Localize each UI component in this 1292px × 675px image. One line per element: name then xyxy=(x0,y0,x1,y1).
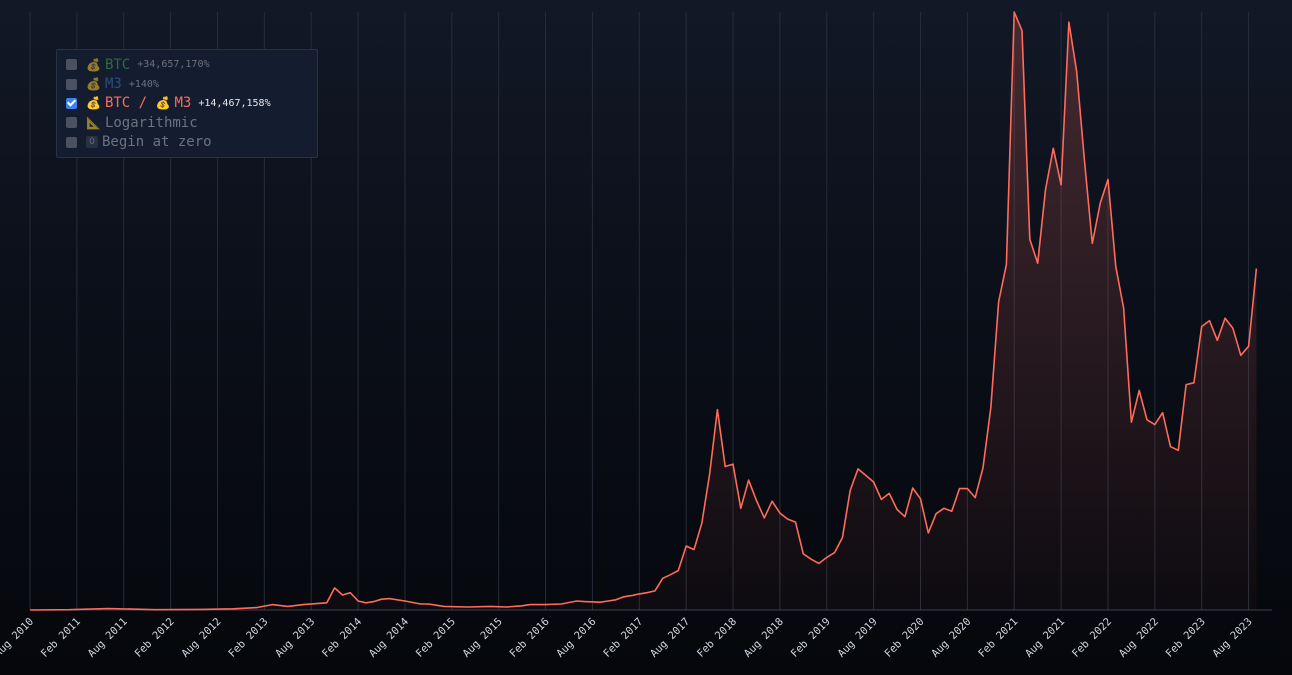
x-tick-label: Feb 2022 xyxy=(1070,616,1114,660)
legend-change: +34,657,170% xyxy=(137,59,210,71)
x-tick-label: Feb 2013 xyxy=(226,616,270,660)
x-tick-label: Aug 2010 xyxy=(0,616,36,660)
x-tick-label: Aug 2016 xyxy=(554,616,598,660)
legend-label: Logarithmic xyxy=(104,114,198,131)
legend-item-btc-m3[interactable]: 💰 BTC / 💰 M3 +14,467,158% xyxy=(66,94,317,113)
money-bag-icon: 💰 xyxy=(86,77,101,92)
logarithmic-checkbox[interactable] xyxy=(66,117,77,129)
legend-label: BTC xyxy=(104,56,131,73)
legend-item-btc[interactable]: 💰 BTC +34,657,170% xyxy=(66,55,317,74)
x-tick-label: Feb 2017 xyxy=(601,616,645,660)
x-tick-label: Feb 2011 xyxy=(39,616,83,660)
money-bag-icon: 💰 xyxy=(86,57,101,72)
x-tick-labels: Aug 2010 Feb 2011 Aug 2011 Feb 2012 Aug 2012… xyxy=(0,616,1255,660)
x-tick-label: Aug 2014 xyxy=(367,616,411,660)
x-tick-label: Feb 2015 xyxy=(414,616,458,660)
btc-checkbox[interactable] xyxy=(66,59,77,71)
x-tick-label: Feb 2018 xyxy=(695,616,739,660)
x-tick-label: Aug 2017 xyxy=(648,616,692,660)
legend-label: BTC / xyxy=(104,95,156,112)
x-tick-label: Feb 2023 xyxy=(1164,616,1208,660)
x-tick-label: Aug 2021 xyxy=(1023,616,1067,660)
begin-at-zero-checkbox[interactable] xyxy=(66,136,77,148)
m3-checkbox[interactable] xyxy=(66,78,77,90)
legend-label: M3 xyxy=(104,76,122,93)
legend-item-logarithmic[interactable]: 📐 Logarithmic xyxy=(66,113,317,132)
x-tick-label: Aug 2019 xyxy=(835,616,879,660)
legend-panel: 💰 BTC +34,657,170% 💰 M3 +140% 💰 BTC / 💰 … xyxy=(56,49,318,158)
x-tick-label: Aug 2018 xyxy=(742,616,786,660)
btc-m3-checkbox[interactable] xyxy=(66,97,77,109)
x-tick-label: Feb 2014 xyxy=(320,616,364,660)
x-tick-label: Feb 2012 xyxy=(132,616,176,660)
x-tick-label: Feb 2020 xyxy=(882,616,926,660)
money-bag-icon: 💰 xyxy=(155,96,171,111)
triangular-ruler-icon: 📐 xyxy=(86,115,101,130)
x-tick-label: Aug 2015 xyxy=(461,616,505,660)
legend-item-m3[interactable]: 💰 M3 +140% xyxy=(66,74,317,93)
x-tick-label: Aug 2020 xyxy=(929,616,973,660)
legend-item-begin-at-zero[interactable]: 0 Begin at zero xyxy=(66,133,317,152)
legend-change: +140% xyxy=(128,78,159,90)
money-bag-icon: 💰 xyxy=(86,96,101,111)
x-tick-label: Aug 2012 xyxy=(179,616,223,660)
x-tick-label: Aug 2023 xyxy=(1210,616,1254,660)
x-tick-label: Aug 2011 xyxy=(86,616,130,660)
legend-change: +14,467,158% xyxy=(198,97,271,109)
zero-key-icon: 0 xyxy=(86,136,98,149)
x-tick-label: Aug 2013 xyxy=(273,616,317,660)
legend-label: Begin at zero xyxy=(102,134,212,151)
legend-label-m3: M3 xyxy=(174,95,192,112)
series-area-btc-m3 xyxy=(30,12,1257,610)
x-tick-label: Feb 2016 xyxy=(507,616,551,660)
series-line-btc-m3 xyxy=(29,11,1258,611)
x-tick-label: Feb 2019 xyxy=(789,616,833,660)
x-tick-label: Aug 2022 xyxy=(1117,616,1161,660)
x-tick-label: Feb 2021 xyxy=(976,616,1020,660)
